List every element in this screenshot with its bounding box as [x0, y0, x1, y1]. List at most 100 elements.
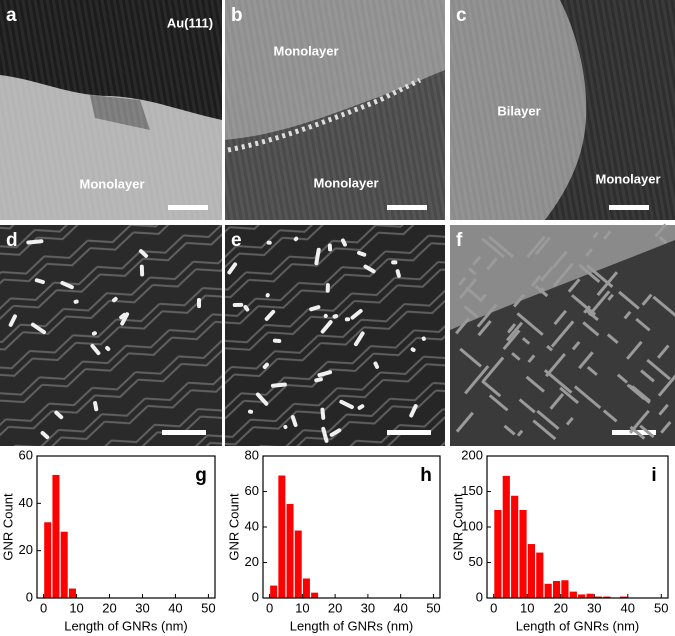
ribbon — [459, 347, 482, 368]
bar — [511, 495, 519, 598]
ribbon — [607, 293, 614, 301]
ribbon — [640, 369, 655, 383]
ribbon — [534, 284, 549, 298]
ribbon — [628, 384, 651, 404]
ribbon — [283, 424, 288, 430]
x-tick-label: 0 — [266, 600, 273, 615]
bar — [561, 580, 569, 598]
ribbon — [421, 336, 426, 341]
ribbon — [639, 424, 655, 439]
ribbon — [618, 290, 640, 310]
ribbon — [34, 278, 45, 285]
ribbon — [582, 321, 600, 337]
bar — [552, 580, 561, 598]
bar — [536, 552, 544, 598]
ribbon — [635, 317, 651, 332]
ribbon — [247, 409, 254, 414]
ribbon — [139, 264, 145, 277]
x-tick-label: 20 — [328, 600, 342, 615]
ribbon — [196, 298, 202, 309]
ribbon — [481, 356, 505, 383]
x-tick-label: 40 — [393, 600, 407, 615]
x-tick-label: 10 — [520, 600, 534, 615]
x-tick-label: 20 — [102, 600, 116, 615]
ribbon — [353, 331, 365, 347]
y-tick-label: 60 — [19, 447, 33, 462]
panel-label: e — [231, 230, 242, 251]
ribbon — [553, 309, 567, 326]
ribbon — [658, 236, 668, 245]
ribbon — [317, 370, 333, 378]
ribbon — [585, 264, 614, 288]
ribbon — [26, 239, 44, 245]
ribbon — [455, 411, 474, 433]
panel-annotation: Monolayer — [273, 43, 338, 58]
x-tick-label: 40 — [168, 600, 182, 615]
panel-annotation: Monolayer — [313, 175, 378, 190]
bar — [44, 522, 52, 598]
x-axis-label: Length of GNRs (nm) — [290, 618, 414, 633]
ribbon — [550, 320, 575, 348]
ribbon — [477, 320, 492, 337]
ribbon — [309, 305, 321, 312]
ribbon — [340, 238, 347, 247]
x-axis-label: Length of GNRs (nm) — [64, 618, 188, 633]
panel-a — [0, 0, 222, 220]
bar — [286, 503, 294, 598]
panel-label: i — [651, 465, 656, 486]
ribbon — [30, 322, 47, 335]
panel-annotation: Au(111) — [167, 15, 213, 30]
x-tick-label: 20 — [554, 600, 568, 615]
ribbon — [658, 403, 669, 416]
ribbon — [320, 320, 333, 334]
panel-annotation: Monolayer — [595, 171, 660, 186]
ribbon — [527, 354, 536, 364]
panel-c — [450, 0, 675, 220]
ribbon — [60, 280, 74, 290]
bar — [586, 593, 594, 598]
ribbon — [290, 415, 298, 428]
ribbon — [534, 236, 552, 256]
ribbon — [549, 393, 565, 410]
ribbon — [243, 304, 250, 312]
ribbon — [472, 255, 482, 266]
ribbon — [626, 340, 643, 360]
y-tick-label: 40 — [245, 518, 259, 533]
ribbon — [410, 347, 416, 352]
x-tick-label: 50 — [426, 600, 440, 615]
bar — [519, 509, 527, 598]
y-axis-label: GNR Count — [450, 493, 465, 561]
ribbon — [546, 344, 554, 352]
decoration — [8, 223, 675, 443]
ribbon — [357, 404, 365, 410]
y-axis-label: GNR Count — [0, 493, 15, 561]
bar — [527, 544, 536, 598]
ribbon — [652, 295, 675, 319]
x-tick-label: 10 — [295, 600, 309, 615]
ribbon — [357, 250, 367, 257]
ribbon — [585, 309, 599, 322]
ribbon — [486, 257, 498, 271]
ribbon — [512, 293, 526, 308]
ribbon — [391, 260, 398, 265]
y-tick-label: 20 — [19, 542, 33, 557]
bar — [569, 591, 577, 598]
y-tick-label: 0 — [26, 589, 33, 604]
ribbon — [481, 379, 502, 398]
x-tick-label: 30 — [135, 600, 149, 615]
y-axis-label: GNR Count — [226, 493, 241, 561]
ribbon — [567, 278, 581, 293]
y-tick-label: 20 — [245, 554, 259, 569]
x-tick-label: 30 — [587, 600, 601, 615]
ribbon — [545, 352, 566, 378]
x-tick-label: 10 — [69, 600, 83, 615]
x-tick-label: 30 — [361, 600, 375, 615]
ribbon — [314, 247, 321, 266]
ribbon — [270, 382, 287, 388]
x-tick-label: 40 — [621, 600, 635, 615]
y-tick-label: 0 — [476, 589, 483, 604]
ribbon — [616, 373, 629, 384]
ribbon — [586, 365, 598, 376]
panel-annotation: Bilayer — [497, 103, 540, 118]
